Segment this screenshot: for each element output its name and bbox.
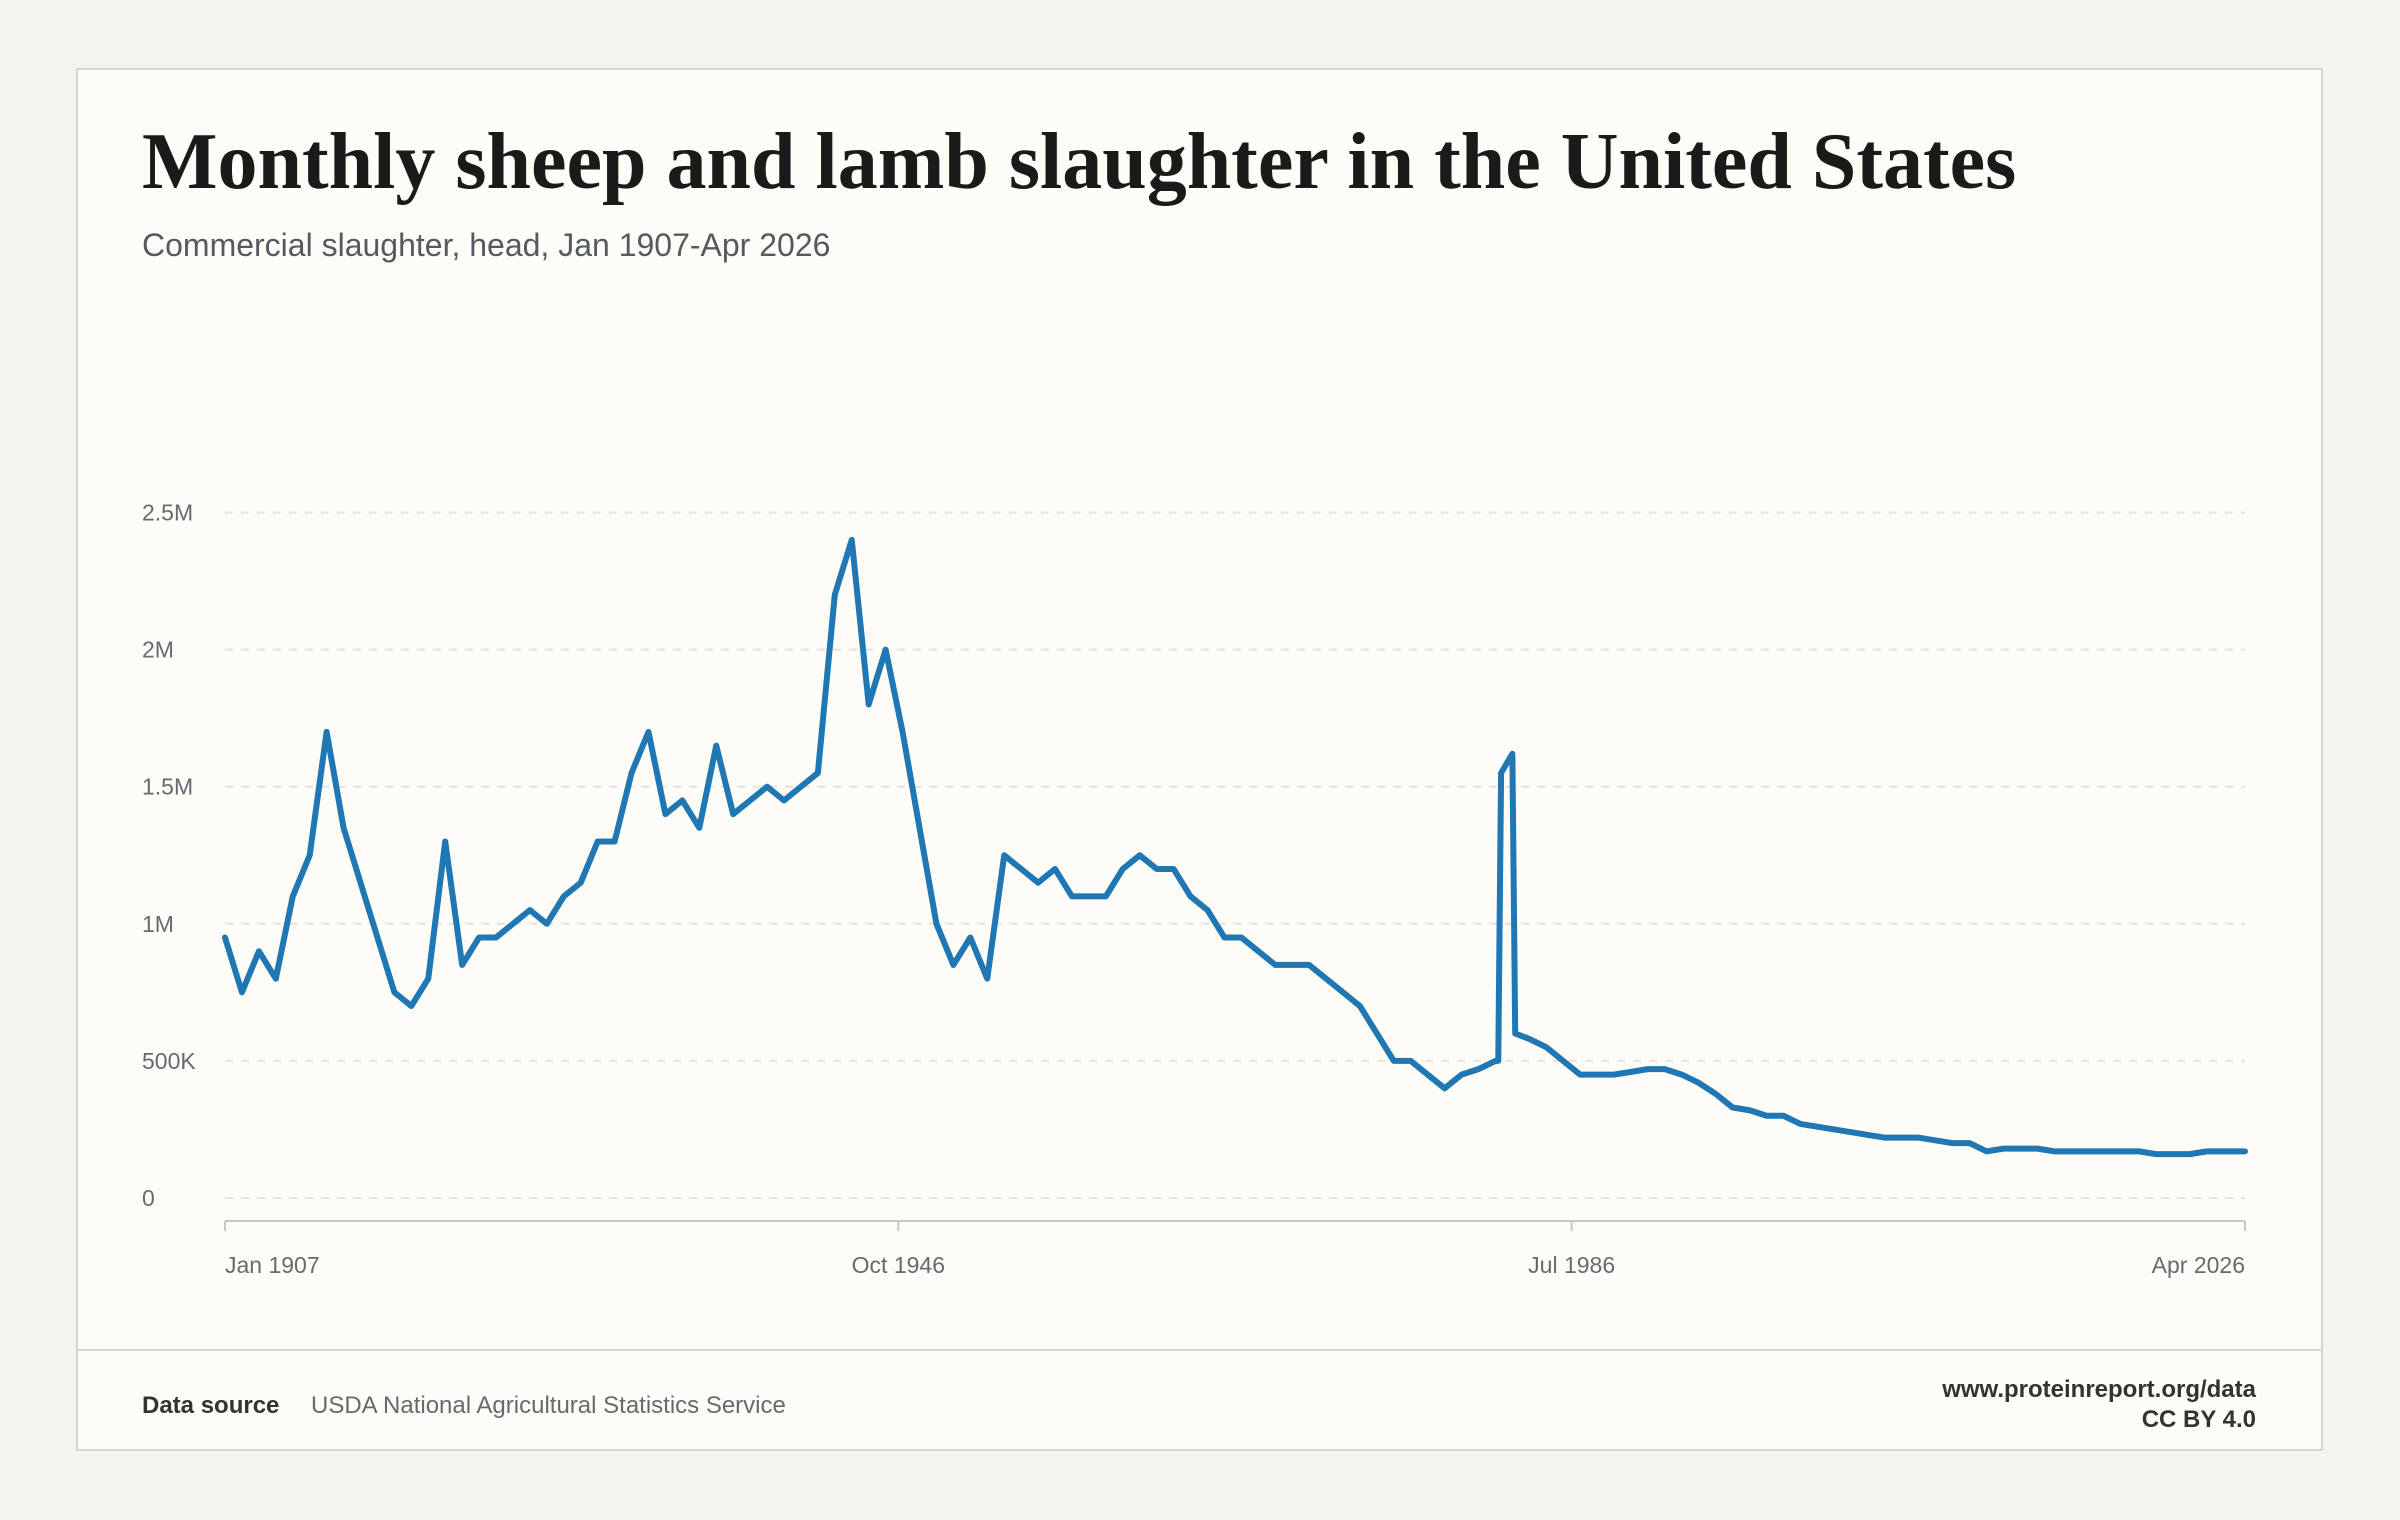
chart-subtitle: Commercial slaughter, head, Jan 1907-Apr… [142, 227, 830, 263]
x-tick-label: Jul 1986 [1528, 1252, 1615, 1278]
y-tick-label: 500K [142, 1048, 196, 1074]
data-line [222, 536, 2248, 1158]
card [76, 68, 2323, 1451]
plot-area: 0 500K 1M 1.5M 2M 2.5M Jan 1907 Oct 1946 Jul 198… [142, 500, 2248, 1278]
source-label: Data source [142, 1392, 279, 1419]
x-tick-label: Apr 2026 [2152, 1252, 2245, 1278]
chart-title: Monthly sheep and lamb slaughter in the … [142, 118, 2016, 206]
y-tick-label: 2M [142, 637, 174, 663]
license: CC BY 4.0 [2142, 1406, 2256, 1433]
x-tick-label: Jan 1907 [225, 1252, 320, 1278]
x-tick-label: Oct 1946 [852, 1252, 945, 1278]
source-url: www.proteinreport.org/data [1941, 1376, 2256, 1403]
y-tick-label: 1.5M [142, 774, 193, 800]
y-tick-label: 1M [142, 911, 174, 937]
y-tick-label: 0 [142, 1185, 155, 1211]
source-text: USDA National Agricultural Statistics Se… [311, 1392, 786, 1419]
y-tick-label: 2.5M [142, 500, 193, 526]
